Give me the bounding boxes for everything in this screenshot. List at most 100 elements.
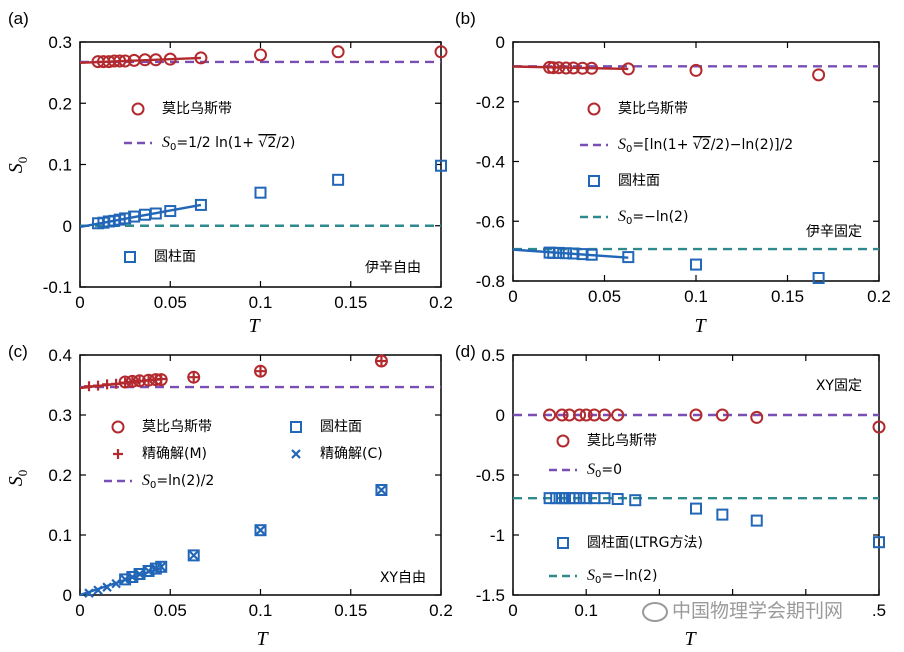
data-point	[552, 246, 565, 259]
data-point	[812, 68, 826, 82]
x-axis-label: T	[694, 315, 707, 337]
y-tick-label: -0.4	[476, 153, 505, 172]
x-tick-label: 0.05	[154, 601, 187, 620]
data-point	[149, 53, 163, 67]
legend-label: S0=ln(2)/2	[142, 472, 214, 491]
x-tick-label: 0.1	[684, 287, 708, 306]
data-point	[576, 61, 590, 75]
y-tick-label: 0	[496, 406, 505, 425]
x-tick-label: .5	[872, 601, 886, 620]
y-tick-label: 0.3	[48, 33, 72, 52]
y-axis-label: S0	[5, 470, 30, 487]
legend-marker	[556, 434, 570, 448]
data-point	[163, 52, 177, 66]
data-point	[573, 492, 586, 505]
data-point	[194, 51, 208, 65]
data-point	[812, 272, 825, 285]
data-point	[188, 550, 199, 561]
data-point	[331, 45, 345, 59]
x-tick-label: 0	[508, 601, 517, 620]
data-point	[93, 585, 103, 595]
x-tick-label: 0.15	[771, 287, 804, 306]
data-point	[254, 524, 267, 537]
legend-label: 圆柱面(LTRG方法)	[587, 535, 703, 551]
x-axis-label: T	[248, 315, 261, 337]
legend-label: 精确解(C)	[320, 446, 383, 462]
data-point	[375, 484, 388, 496]
legend: 莫比乌斯带 S0=[ln(1+ √2/2)−ln(2)]/2 圆柱面 S0=−ln(2…	[580, 101, 793, 227]
data-point	[585, 248, 598, 261]
y-tick-label: 0	[496, 33, 505, 52]
data-point	[376, 485, 387, 495]
data-point	[255, 366, 266, 377]
data-point	[188, 372, 199, 383]
data-point	[715, 408, 729, 422]
panel-label: (c)	[8, 342, 28, 361]
y-tick-label: -1	[490, 526, 505, 545]
legend-marker	[131, 102, 145, 116]
watermark: 中国物理学会期刊网	[642, 596, 843, 623]
data-point	[716, 508, 729, 521]
data-point	[543, 408, 557, 422]
y-tick-label: 0.2	[48, 466, 72, 485]
data-point	[102, 379, 113, 390]
data-point	[134, 569, 145, 579]
legend-marker	[111, 420, 125, 434]
legend-label: S0=−ln(2)	[587, 567, 657, 586]
legend-marker	[587, 102, 601, 116]
legend-marker	[588, 175, 600, 187]
y-tick-label: 0.1	[48, 156, 72, 175]
x-tick-label: 0.1	[249, 601, 273, 620]
data-point	[621, 62, 635, 76]
data-point	[689, 408, 703, 422]
legend-marker	[124, 251, 136, 263]
x-tick-label: 0.15	[334, 601, 367, 620]
watermark-text: 中国物理学会期刊网	[672, 600, 844, 622]
legend-label: 圆柱面	[320, 419, 362, 435]
legend-label: 莫比乌斯带	[162, 101, 232, 117]
y-tick-label: 0	[63, 586, 72, 605]
data-point	[585, 61, 599, 75]
data-point	[187, 549, 200, 562]
wechat-icon	[642, 601, 668, 622]
y-axis-label: S0	[5, 157, 30, 174]
data-point	[598, 408, 611, 422]
x-tick-label: 0.1	[249, 293, 273, 312]
legend-marker	[557, 537, 569, 549]
x-tick-label: 0	[75, 601, 84, 620]
data-point	[611, 408, 625, 422]
data-point	[127, 377, 138, 387]
data-point	[111, 378, 122, 389]
legend-marker	[113, 449, 123, 459]
data-point	[194, 198, 207, 211]
data-point	[555, 408, 569, 422]
y-tick-label: 0.2	[48, 94, 72, 113]
data-point	[84, 381, 95, 392]
data-point	[254, 186, 267, 199]
data-point	[566, 61, 580, 75]
legend-label: 精确解(M)	[142, 446, 207, 462]
data-point	[573, 408, 587, 422]
data-point	[134, 375, 145, 386]
data-point	[254, 364, 267, 378]
data-point	[374, 354, 388, 368]
x-tick-label: 0.05	[588, 287, 621, 306]
legend-secondary: 圆柱面(LTRG方法) S0=−ln(2)	[549, 535, 703, 586]
legend-secondary: 圆柱面	[124, 249, 196, 265]
legend-label: S0=−ln(2)	[618, 208, 688, 227]
data-point	[622, 251, 635, 264]
data-point	[149, 207, 162, 220]
data-point	[156, 374, 167, 384]
x-tick-label: 0.05	[154, 293, 187, 312]
legend: 莫比乌斯带 S0=1/2 ln(1+ √2/2)	[124, 101, 295, 153]
y-tick-label: -0.8	[476, 272, 505, 291]
panel-note: 伊辛固定	[806, 224, 862, 240]
chart-panel-c: 0 0.05 0.1 0.15 0.2 0 0.1 0.2 0.3 0.4 (c) T S0 XY自由 莫比…	[5, 342, 453, 650]
data-point	[84, 588, 94, 598]
data-point	[689, 63, 703, 77]
data-point	[543, 492, 556, 505]
y-tick-label: -0.1	[43, 278, 72, 297]
y-tick-label: 0.5	[481, 346, 505, 365]
legend-label: S0=[ln(1+ √2/2)−ln(2)]/2	[618, 136, 793, 155]
